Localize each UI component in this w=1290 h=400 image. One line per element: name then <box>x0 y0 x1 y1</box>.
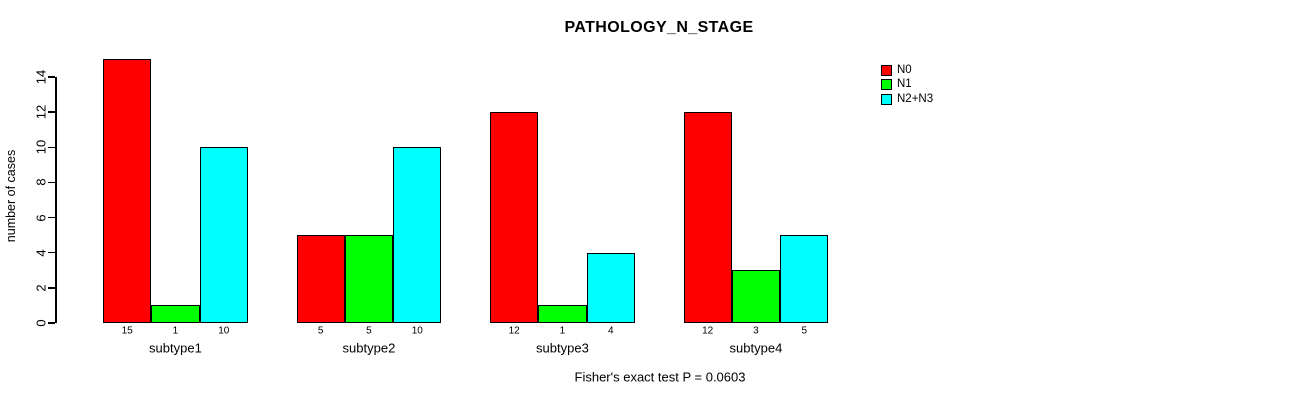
bar-N2+N3-subtype4 <box>780 235 829 323</box>
legend-swatch <box>881 79 892 91</box>
bar-value-label: 4 <box>607 325 614 336</box>
y-axis-tick <box>48 76 55 78</box>
y-axis-tick <box>48 146 55 149</box>
y-axis-tick <box>48 322 55 324</box>
y-axis-tick-label: 2 <box>33 284 49 292</box>
y-axis-title: number of cases <box>4 149 18 243</box>
y-axis-tick <box>48 216 55 219</box>
x-category-label: subtype1 <box>149 340 202 356</box>
chart-title: PATHOLOGY_N_STAGE <box>564 19 754 36</box>
legend-swatch <box>881 93 892 105</box>
bar-value-label: 3 <box>753 325 759 336</box>
bar-value-label: 5 <box>801 325 808 336</box>
bar-value-label: 1 <box>172 325 179 336</box>
y-axis-tick-label: 8 <box>33 178 49 187</box>
x-category-label: subtype3 <box>536 340 589 356</box>
y-axis-tick-label: 6 <box>33 213 49 222</box>
legend-item-N2+N3: N2+N3 <box>881 92 933 107</box>
bar-N2+N3-subtype3 <box>586 252 635 323</box>
y-axis-tick-label: 14 <box>33 69 49 85</box>
bar-N0-subtype3 <box>490 112 539 323</box>
bar-value-label: 12 <box>702 325 714 336</box>
y-axis-tick-label: 10 <box>33 140 49 155</box>
bar-N1-subtype3 <box>538 305 587 323</box>
fisher-test-annotation: Fisher's exact test P = 0.0603 <box>574 369 746 385</box>
bar-N0-subtype2 <box>296 235 345 323</box>
legend-label: N2+N3 <box>897 92 934 105</box>
bar-value-label: 10 <box>218 325 230 336</box>
bar-value-label: 5 <box>366 325 372 336</box>
y-axis-tick <box>48 251 55 254</box>
bar-N1-subtype1 <box>151 305 200 323</box>
y-axis-line <box>55 77 57 323</box>
y-axis-tick <box>48 181 55 184</box>
y-axis-tick-label: 0 <box>33 319 49 327</box>
legend-swatch <box>881 64 892 76</box>
y-axis-tick-label: 4 <box>33 249 49 257</box>
bar-value-label: 12 <box>508 325 520 336</box>
bar-N0-subtype4 <box>683 112 732 323</box>
bar-value-label: 5 <box>317 325 324 336</box>
bar-value-label: 1 <box>559 325 566 336</box>
bar-N2+N3-subtype2 <box>393 147 442 323</box>
legend-item-N0: N0 <box>881 63 933 78</box>
legend-label: N1 <box>897 78 912 90</box>
legend: N0 N1 N2+N3 <box>881 63 933 107</box>
legend-item-N1: N1 <box>881 78 933 93</box>
bar-value-label: 15 <box>121 325 133 336</box>
y-axis-tick-label: 12 <box>33 104 49 120</box>
x-category-label: subtype2 <box>342 340 396 356</box>
bar-N1-subtype2 <box>344 235 394 323</box>
y-axis-tick <box>48 111 55 113</box>
bar-N2+N3-subtype1 <box>199 147 248 323</box>
bar-value-label: 10 <box>411 325 423 336</box>
bar-N0-subtype1 <box>103 59 152 323</box>
legend-label: N0 <box>897 63 912 76</box>
y-axis-tick <box>48 287 55 289</box>
x-category-label: subtype4 <box>729 340 783 356</box>
bar-N1-subtype4 <box>731 270 781 323</box>
